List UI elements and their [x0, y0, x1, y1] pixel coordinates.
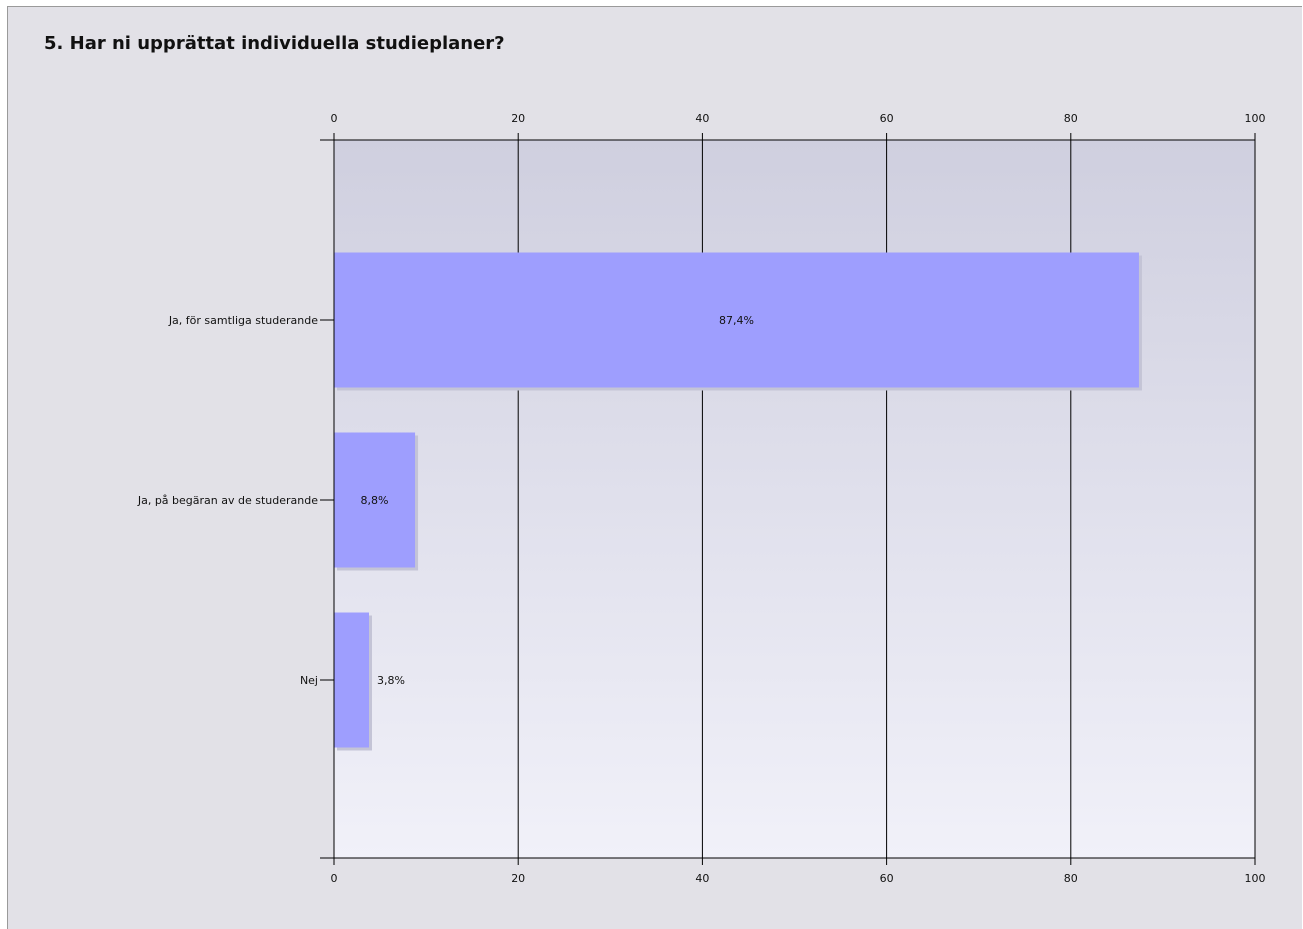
category-label-1: Ja, på begäran av de studerande	[137, 494, 318, 507]
x-tick-label-top-60: 60	[880, 112, 894, 125]
x-tick-label-top-100: 100	[1245, 112, 1266, 125]
x-tick-label-top-0: 0	[331, 112, 338, 125]
x-tick-label-top-80: 80	[1064, 112, 1078, 125]
x-tick-label-bottom-100: 100	[1245, 872, 1266, 885]
bars	[334, 252, 1142, 751]
category-label-0: Ja, för samtliga studerande	[168, 314, 318, 327]
category-label-2: Nej	[300, 674, 318, 687]
x-tick-label-bottom-80: 80	[1064, 872, 1078, 885]
bar-1	[334, 432, 416, 568]
x-tick-label-top-20: 20	[511, 112, 525, 125]
data-label-2: 3,8%	[377, 674, 405, 687]
x-tick-label-bottom-60: 60	[880, 872, 894, 885]
data-label-0: 87,4%	[719, 314, 754, 327]
labels: 0 0 20 20 40 40 60 60 80 80 100 100 Ja, för samtliga…	[137, 112, 1266, 885]
x-tick-label-top-40: 40	[695, 112, 709, 125]
chart-title: 5. Har ni upprättat individuella studiep…	[44, 33, 505, 54]
axes	[320, 133, 1256, 865]
bar-0	[334, 252, 1139, 388]
data-label-1: 8,8%	[361, 494, 389, 507]
bar-2	[334, 612, 369, 748]
x-tick-label-bottom-0: 0	[331, 872, 338, 885]
plot-area	[334, 140, 1255, 858]
x-tick-label-bottom-20: 20	[511, 872, 525, 885]
x-tick-label-bottom-40: 40	[695, 872, 709, 885]
